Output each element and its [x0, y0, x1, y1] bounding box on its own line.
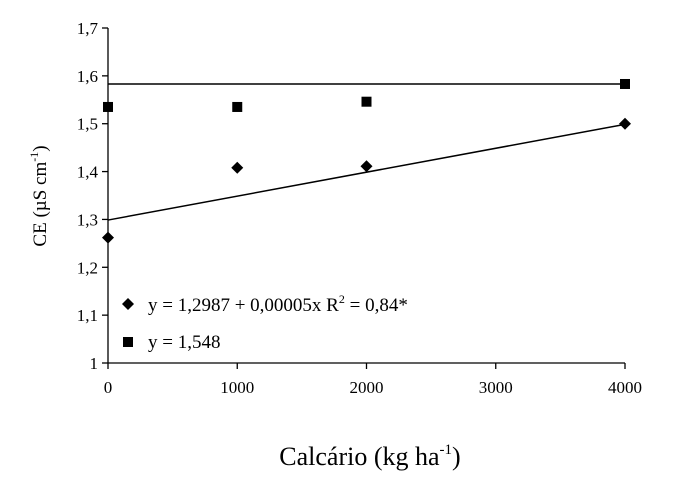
y-tick-label: 1,3: [77, 210, 98, 229]
point-diamond: [619, 117, 631, 130]
y-axis-label-text: CE (µS cm: [30, 162, 51, 247]
y-tick-label: 1,2: [77, 258, 98, 277]
y-tick-label: 1,5: [77, 115, 98, 134]
point-square: [361, 96, 372, 107]
legend-diamond-text-sup: 2: [339, 292, 345, 306]
legend-square-marker: [123, 337, 133, 347]
point-square: [103, 101, 113, 112]
x-axis-label-end: ): [452, 442, 461, 471]
legend-item-diamond: y = 1,2987 + 0,00005x R2 = 0,84*: [122, 292, 408, 316]
plot-area: 1 1,1 1,2 1,3 1,4 1,5 1,6 1,7 0 1000 2000 3000 4000: [77, 19, 642, 397]
y-tick-label: 1,6: [77, 67, 98, 86]
legend-diamond-text: y = 1,2987 + 0,00005x R2 = 0,84*: [148, 292, 408, 316]
y-axis-label: CE (µS cm-1): [27, 145, 51, 246]
y-axis-label-end: ): [30, 145, 51, 151]
x-tick-label: 1000: [220, 378, 254, 397]
legend-square-text: y = 1,548: [148, 332, 220, 353]
point-diamond: [360, 160, 373, 173]
point-diamond: [102, 231, 114, 244]
x-ticks: 0 1000 2000 3000 4000: [104, 363, 642, 397]
x-tick-label: 2000: [350, 378, 384, 397]
x-tick-label: 0: [104, 378, 113, 397]
legend-diamond-text-end: = 0,84*: [345, 295, 408, 316]
y-tick-label: 1,4: [77, 163, 99, 182]
x-axis-label: Calcário (kg ha-1): [279, 442, 460, 471]
legend-item-square: y = 1,548: [123, 332, 220, 353]
legend-diamond-marker: [122, 298, 134, 310]
y-tick-label: 1,1: [77, 306, 98, 325]
y-ticks: 1 1,1 1,2 1,3 1,4 1,5 1,6 1,7: [77, 19, 108, 373]
legend-diamond-text-main: y = 1,2987 + 0,00005x R: [148, 295, 339, 316]
point-square: [620, 78, 630, 89]
data-points: [102, 78, 631, 244]
x-axis-label-text: Calcário (kg ha: [279, 442, 440, 471]
x-tick-label: 3000: [479, 378, 513, 397]
x-tick-label: 4000: [608, 378, 642, 397]
y-axis-label-sup: -1: [27, 152, 41, 162]
x-axis-label-sup: -1: [440, 442, 453, 458]
legend-square-text-main: y = 1,548: [148, 332, 220, 353]
point-diamond: [231, 161, 244, 174]
y-tick-label: 1,7: [77, 19, 99, 38]
y-tick-label: 1: [90, 354, 99, 373]
legend: y = 1,2987 + 0,00005x R2 = 0,84* y = 1,5…: [122, 292, 408, 353]
point-square: [232, 101, 243, 112]
